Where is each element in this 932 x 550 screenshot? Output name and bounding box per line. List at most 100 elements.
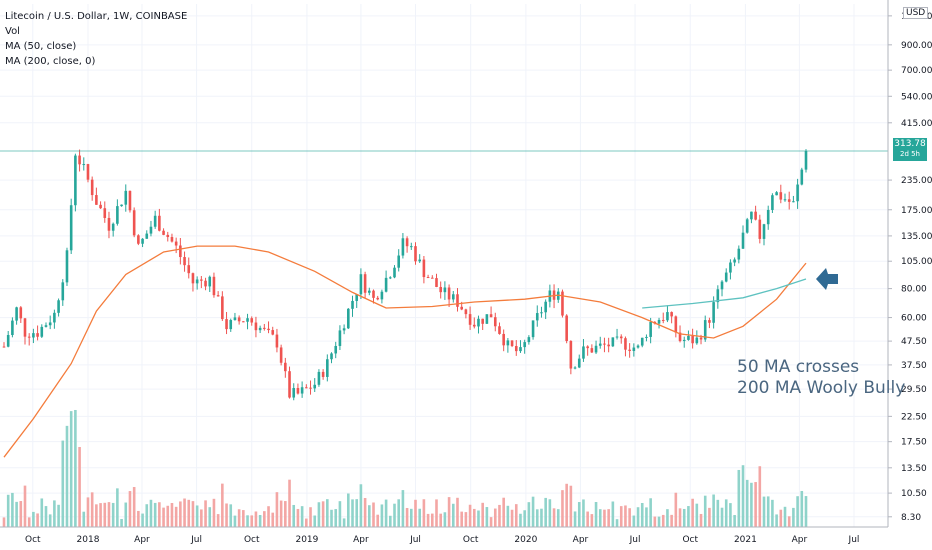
volume-bar	[703, 495, 707, 527]
candle-body	[506, 340, 510, 346]
volume-bar	[179, 501, 182, 527]
volume-bar	[78, 446, 81, 527]
y-tick-label: 22.50	[901, 412, 927, 422]
volume-bar	[657, 516, 661, 527]
volume-bar	[65, 425, 69, 527]
candle-body	[288, 371, 291, 398]
volume-bar	[40, 498, 44, 527]
volume-bar	[116, 488, 119, 527]
candle-body	[141, 238, 144, 244]
volume-bar	[540, 508, 543, 527]
volume-bar	[645, 507, 648, 527]
volume-bar	[200, 509, 203, 527]
volume-bar	[90, 492, 94, 527]
candle-body	[754, 211, 757, 220]
volume-bar	[682, 508, 686, 527]
candle-body	[561, 291, 564, 316]
volume-bar	[124, 502, 128, 527]
volume-bar	[36, 513, 39, 527]
volume-bar	[561, 490, 564, 527]
volume-bar	[208, 507, 212, 527]
candle-body	[540, 312, 543, 314]
volume-bar	[787, 516, 791, 527]
candle-body	[187, 265, 191, 274]
volume-bar	[401, 490, 405, 527]
volume-bar	[187, 499, 191, 527]
x-tick-label: Jul	[848, 535, 860, 545]
candle-body	[510, 340, 514, 347]
candle-body	[99, 204, 102, 209]
candle-body	[691, 335, 694, 344]
candle-body	[598, 343, 602, 346]
candle-body	[313, 384, 317, 389]
volume-bar	[204, 500, 207, 527]
candle-body	[787, 199, 791, 202]
candle-body	[124, 190, 128, 205]
candle-body	[527, 337, 531, 343]
candle-body	[330, 353, 333, 360]
volume-bar	[69, 411, 73, 527]
x-tick-label: Jul	[409, 535, 421, 545]
last-price-tag: 313.78 2d 5h	[893, 138, 927, 161]
candle-body	[498, 326, 501, 334]
candle-body	[355, 294, 359, 301]
candle-body	[628, 349, 631, 352]
candle-body	[368, 290, 371, 293]
volume-bar	[19, 501, 23, 527]
candle-body	[384, 277, 388, 292]
volume-bar	[250, 515, 254, 527]
candle-body	[284, 362, 287, 372]
candle-body	[279, 347, 283, 363]
volume-bar	[128, 491, 132, 527]
candle-body	[573, 367, 577, 369]
candle-body	[657, 319, 661, 324]
volume-bar	[531, 496, 535, 527]
candle-body	[502, 333, 505, 346]
x-tick-label: Oct	[682, 535, 698, 545]
candle-body	[27, 336, 31, 338]
volume-bar	[397, 499, 401, 527]
candle-body	[758, 219, 762, 239]
volume-bar	[418, 508, 421, 527]
candle-body	[19, 307, 23, 319]
candle-body	[460, 306, 463, 310]
candle-body	[2, 346, 6, 348]
volume-bar	[628, 508, 631, 527]
volume-bar	[326, 499, 329, 527]
candle-body	[418, 259, 421, 262]
last-price-value: 313.78	[894, 139, 926, 149]
x-tick-label: Jul	[629, 535, 641, 545]
candle-body	[389, 277, 392, 279]
candle-body	[74, 155, 77, 206]
candle-body	[792, 201, 795, 203]
volume-bar	[708, 507, 711, 527]
candle-body	[531, 320, 535, 338]
candle-body	[242, 321, 245, 323]
volume-bar	[359, 484, 363, 527]
volume-bar	[279, 500, 283, 527]
volume-bar	[733, 515, 736, 527]
volume-bar	[120, 518, 123, 527]
volume-bar	[103, 502, 107, 527]
candle-body	[750, 211, 753, 220]
candle-body	[128, 190, 132, 211]
currency-label[interactable]: USD	[903, 7, 929, 19]
candle-body	[800, 169, 804, 185]
volume-bar	[132, 487, 136, 527]
y-tick-label: 13.50	[901, 464, 927, 474]
candle-body	[716, 289, 720, 303]
candle-body	[766, 209, 770, 225]
volume-bar	[519, 513, 522, 527]
volume-bar	[422, 499, 426, 527]
volume-bar	[548, 499, 552, 527]
candle-body	[317, 371, 321, 385]
volume-bar	[800, 490, 804, 527]
volume-bar	[170, 503, 174, 527]
candle-body	[666, 312, 669, 321]
volume-bar	[27, 517, 31, 527]
volume-bar	[687, 506, 690, 527]
volume-bar	[439, 513, 442, 527]
volume-bar	[750, 482, 753, 527]
volume-bar	[221, 483, 224, 527]
